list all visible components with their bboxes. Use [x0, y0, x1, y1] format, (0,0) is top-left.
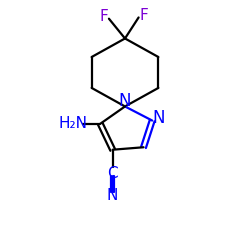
Text: C: C — [107, 166, 118, 181]
Text: N: N — [152, 108, 164, 126]
Text: F: F — [99, 9, 108, 24]
Text: F: F — [140, 8, 148, 23]
Text: N: N — [107, 188, 118, 203]
Text: N: N — [118, 92, 131, 110]
Text: H₂N: H₂N — [58, 116, 87, 131]
